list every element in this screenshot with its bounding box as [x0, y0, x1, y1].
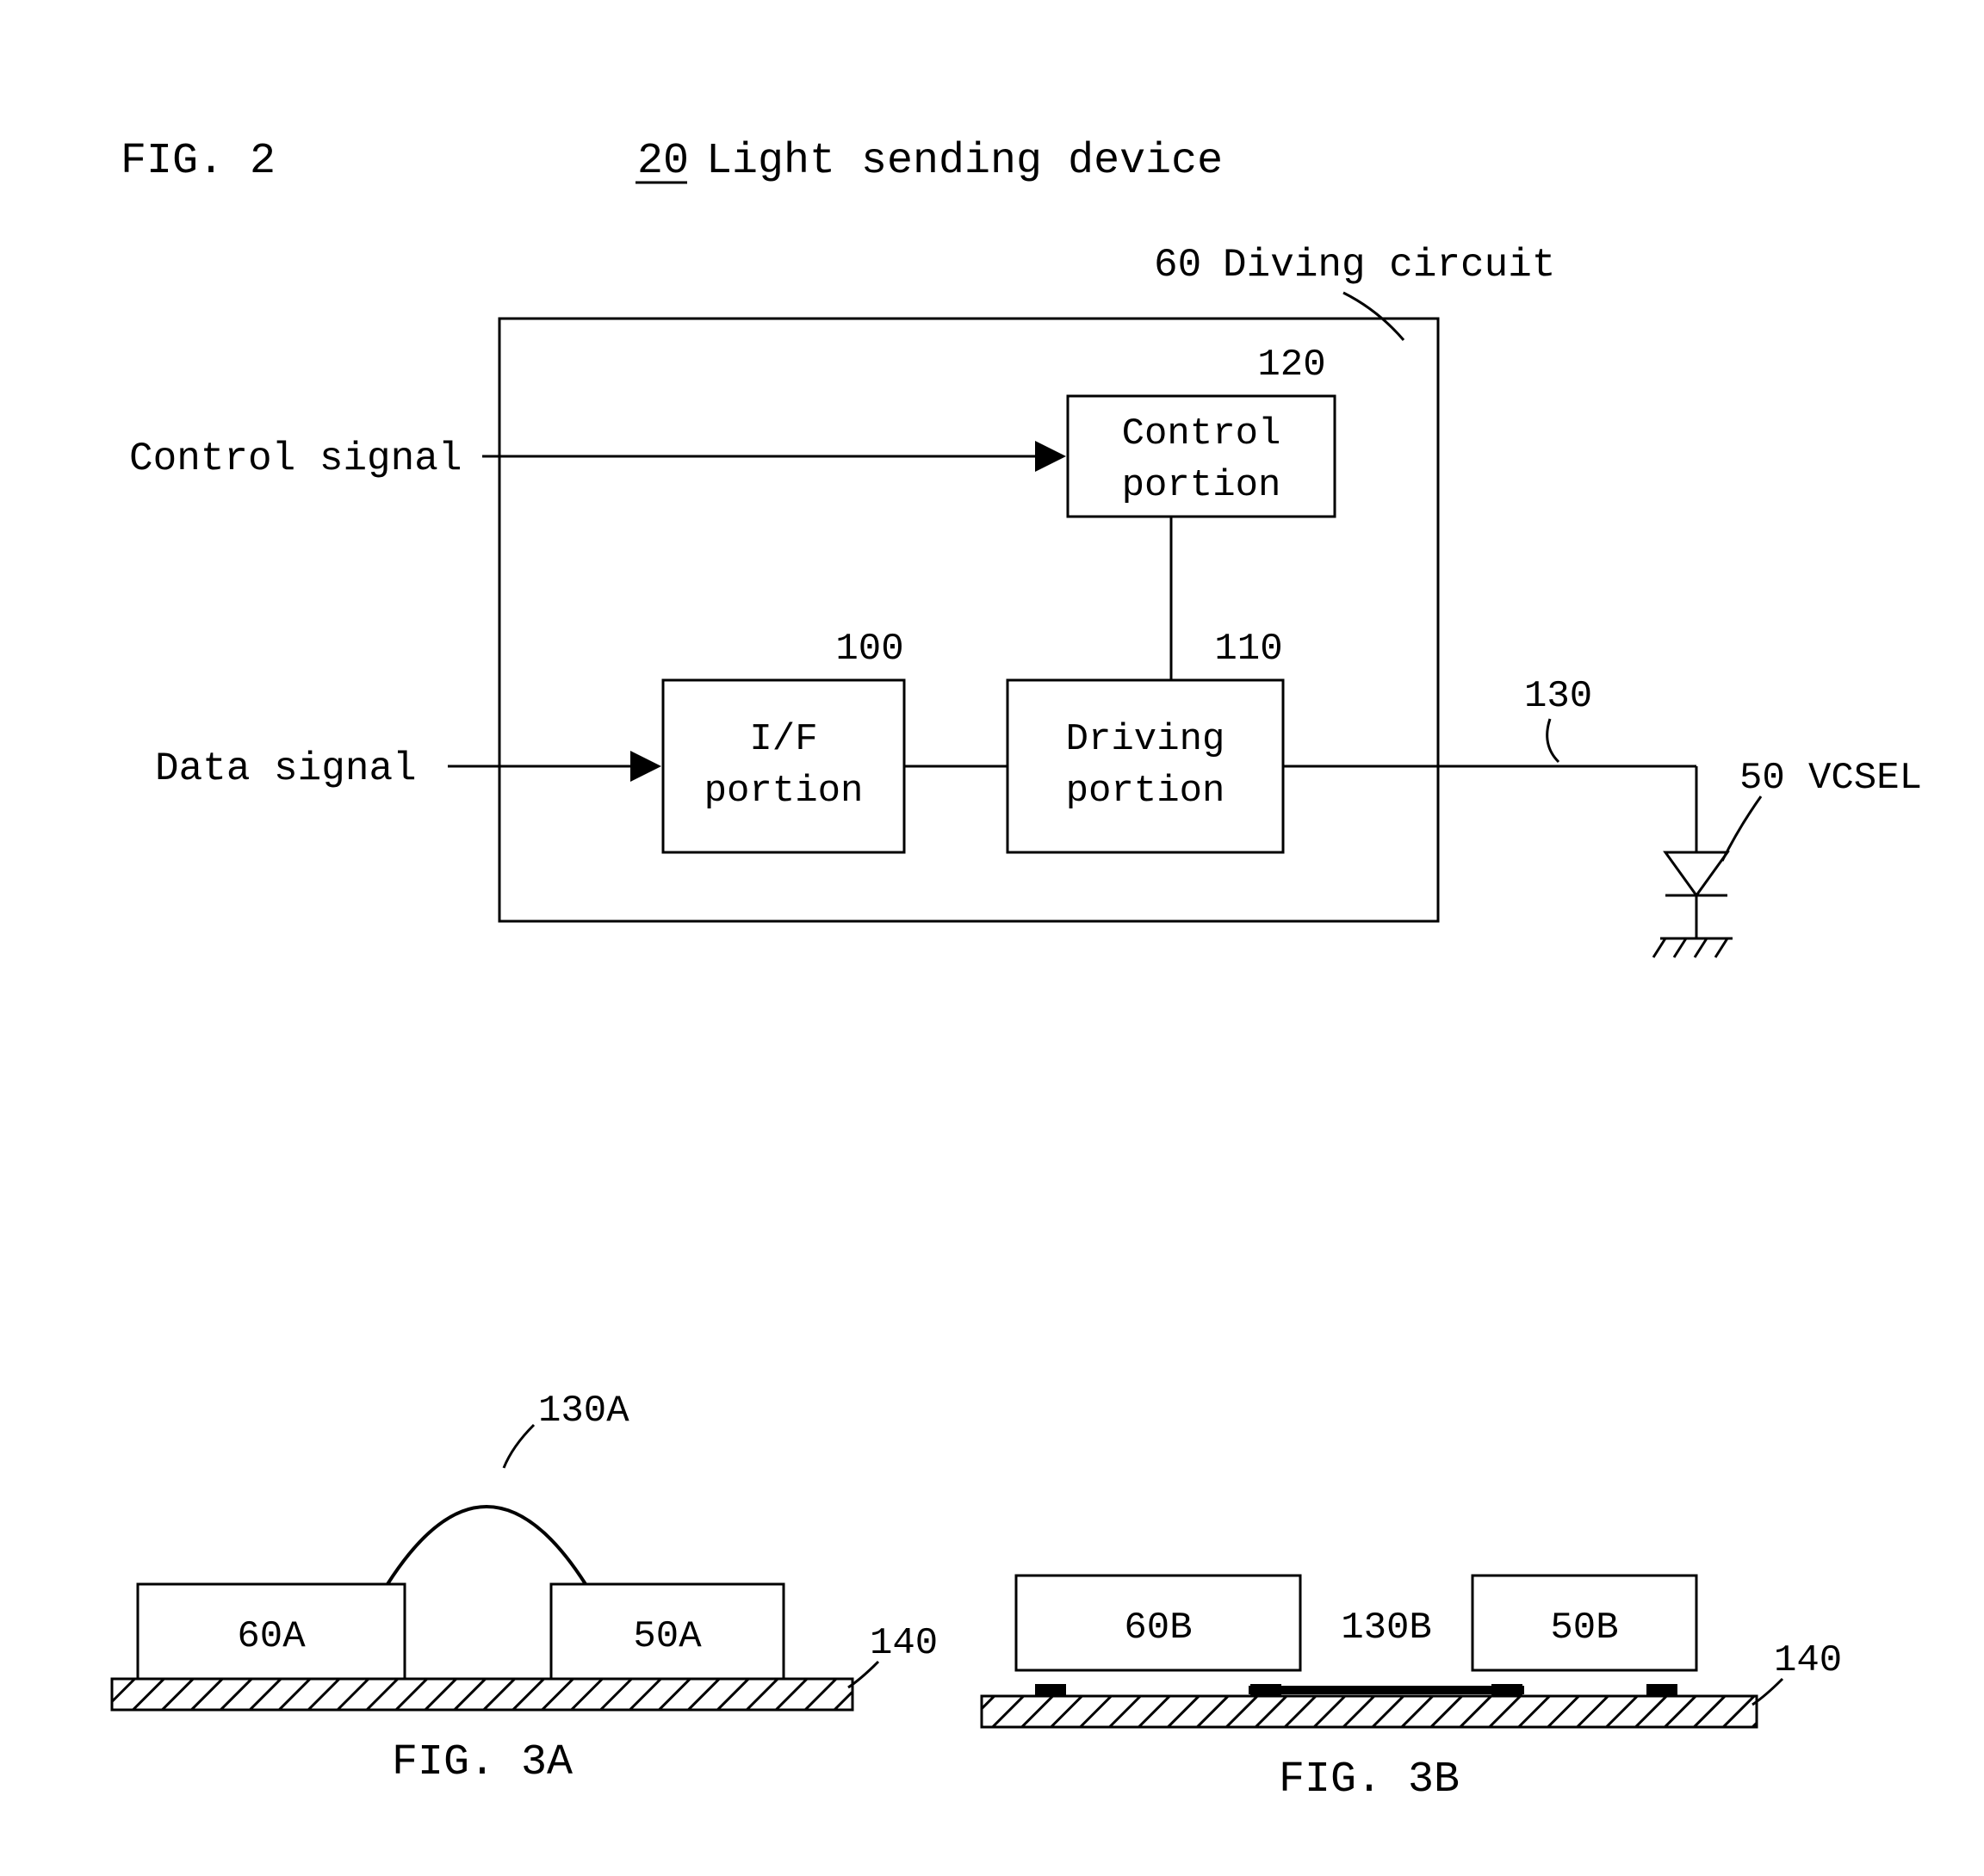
outer-ref: 60	[1154, 243, 1201, 288]
arrowhead	[630, 751, 661, 782]
fig3a-140-leader	[848, 1662, 878, 1687]
control-line2: portion	[1122, 464, 1281, 507]
fig2-title-ref: 20	[637, 137, 689, 186]
gnd-hatch	[1653, 938, 1665, 957]
fig3b-caption: FIG. 3B	[1279, 1755, 1460, 1805]
fig3b-50b-label: 50B	[1550, 1607, 1618, 1650]
outer-label: Diving circuit	[1223, 243, 1555, 288]
fig3a-caption: FIG. 3A	[392, 1738, 573, 1787]
fig3a-bond-wire	[388, 1507, 586, 1584]
gnd-hatch	[1674, 938, 1686, 957]
arrowhead	[1035, 441, 1066, 472]
gnd-hatch	[1715, 938, 1727, 957]
fig3b-60b-label: 60B	[1124, 1607, 1192, 1650]
gnd-hatch	[1695, 938, 1707, 957]
vcsel-label: VCSEL	[1808, 757, 1922, 800]
fig3a-130a-leader	[504, 1425, 534, 1468]
control-line1: Control	[1122, 412, 1281, 455]
fig3a-60a-label: 60A	[237, 1615, 306, 1658]
driving-line1: Driving	[1066, 718, 1225, 761]
data-signal-label: Data signal	[155, 746, 417, 791]
driving-ref: 110	[1214, 628, 1282, 671]
if-line1: I/F	[749, 718, 817, 761]
if-line2: portion	[704, 770, 864, 813]
wire-130-leader	[1547, 719, 1559, 762]
fig3a-140-ref: 140	[870, 1622, 938, 1665]
driving-line2: portion	[1066, 770, 1225, 813]
fig3b-trace-130b	[1249, 1686, 1524, 1694]
vcsel-ref: 50	[1739, 757, 1785, 800]
fig3a-130a-ref: 130A	[538, 1390, 629, 1433]
fig2-title-text: Light sending device	[706, 137, 1223, 186]
outer-leader	[1343, 293, 1404, 340]
fig3a-substrate	[112, 1679, 852, 1710]
fig3b-substrate	[982, 1696, 1757, 1727]
fig2-label: FIG. 2	[121, 137, 276, 186]
vcsel-diode	[1665, 852, 1727, 895]
vcsel-leader	[1722, 796, 1761, 861]
wire-130-ref: 130	[1524, 675, 1592, 718]
if-ref: 100	[835, 628, 903, 671]
control-ref: 120	[1257, 344, 1325, 387]
pad	[1035, 1684, 1066, 1696]
driving-circuit-box	[499, 319, 1438, 921]
fig3a-50a-label: 50A	[633, 1615, 702, 1658]
pad	[1646, 1684, 1677, 1696]
if-portion-box	[663, 680, 904, 852]
fig3b-130b-ref: 130B	[1341, 1607, 1432, 1650]
driving-portion-box	[1008, 680, 1283, 852]
control-signal-label: Control signal	[129, 436, 462, 481]
fig3b-140-leader	[1752, 1679, 1782, 1705]
fig3b-140-ref: 140	[1774, 1639, 1842, 1682]
